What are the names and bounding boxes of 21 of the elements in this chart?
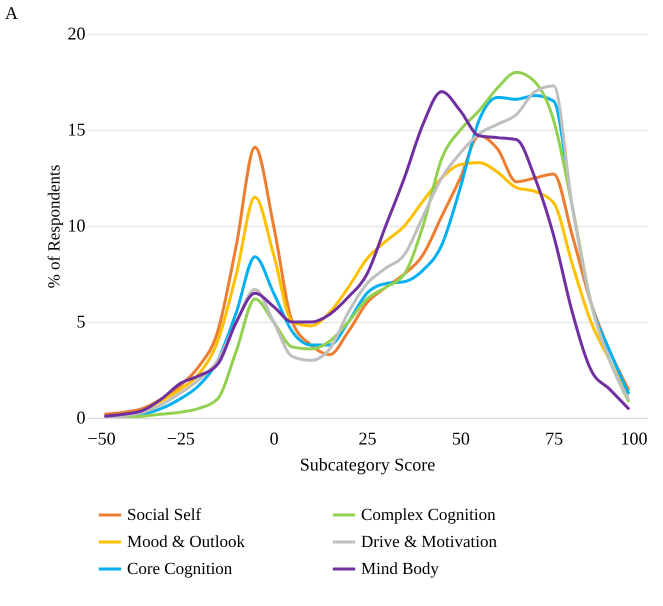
x-tick-label: 25 xyxy=(358,428,376,448)
legend-label: Drive & Motivation xyxy=(361,532,498,551)
legend-label: Social Self xyxy=(127,505,202,524)
legend-label: Core Cognition xyxy=(127,559,233,578)
legend-label: Mind Body xyxy=(361,559,440,578)
x-tick-label: −50 xyxy=(88,428,116,448)
x-axis-title: Subcategory Score xyxy=(300,454,436,474)
y-tick-label: 5 xyxy=(76,312,86,332)
y-tick-label: 0 xyxy=(76,408,86,428)
legend-label: Mood & Outlook xyxy=(127,532,246,551)
text: A xyxy=(5,3,18,23)
x-tick-label: 75 xyxy=(545,428,564,448)
x-tick-label: 100 xyxy=(620,428,648,448)
legend-label: Complex Cognition xyxy=(361,505,496,524)
y-tick-label: 15 xyxy=(68,120,86,140)
x-tick-label: −25 xyxy=(166,428,195,448)
y-tick-label: 20 xyxy=(68,24,86,44)
x-tick-label: 50 xyxy=(452,428,470,448)
y-axis-title: % of Respondents xyxy=(44,164,64,288)
x-tick-label: 0 xyxy=(270,428,279,448)
y-tick-label: 10 xyxy=(68,216,86,236)
